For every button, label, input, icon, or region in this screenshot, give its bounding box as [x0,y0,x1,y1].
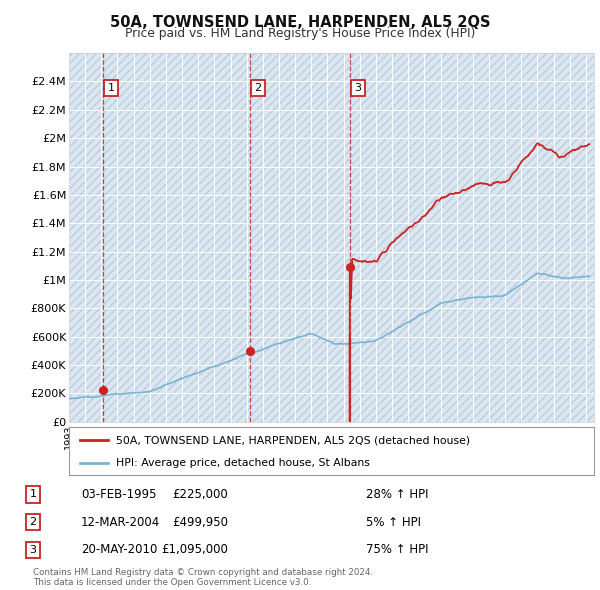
Text: HPI: Average price, detached house, St Albans: HPI: Average price, detached house, St A… [116,458,370,468]
Text: 1: 1 [29,490,37,499]
Text: 20-MAY-2010: 20-MAY-2010 [81,543,157,556]
Text: Contains HM Land Registry data © Crown copyright and database right 2024.
This d: Contains HM Land Registry data © Crown c… [33,568,373,587]
Text: £225,000: £225,000 [172,488,228,501]
Text: 5% ↑ HPI: 5% ↑ HPI [366,516,421,529]
Text: 12-MAR-2004: 12-MAR-2004 [81,516,160,529]
Text: 3: 3 [29,545,37,555]
Text: 75% ↑ HPI: 75% ↑ HPI [366,543,428,556]
Text: 2: 2 [29,517,37,527]
Text: 2: 2 [254,83,262,93]
Text: 1: 1 [107,83,115,93]
Text: £1,095,000: £1,095,000 [161,543,228,556]
Text: 03-FEB-1995: 03-FEB-1995 [81,488,157,501]
Text: 3: 3 [355,83,362,93]
Text: £499,950: £499,950 [172,516,228,529]
Text: 50A, TOWNSEND LANE, HARPENDEN, AL5 2QS: 50A, TOWNSEND LANE, HARPENDEN, AL5 2QS [110,15,490,30]
Text: Price paid vs. HM Land Registry's House Price Index (HPI): Price paid vs. HM Land Registry's House … [125,27,475,40]
Text: 50A, TOWNSEND LANE, HARPENDEN, AL5 2QS (detached house): 50A, TOWNSEND LANE, HARPENDEN, AL5 2QS (… [116,435,470,445]
Text: 28% ↑ HPI: 28% ↑ HPI [366,488,428,501]
